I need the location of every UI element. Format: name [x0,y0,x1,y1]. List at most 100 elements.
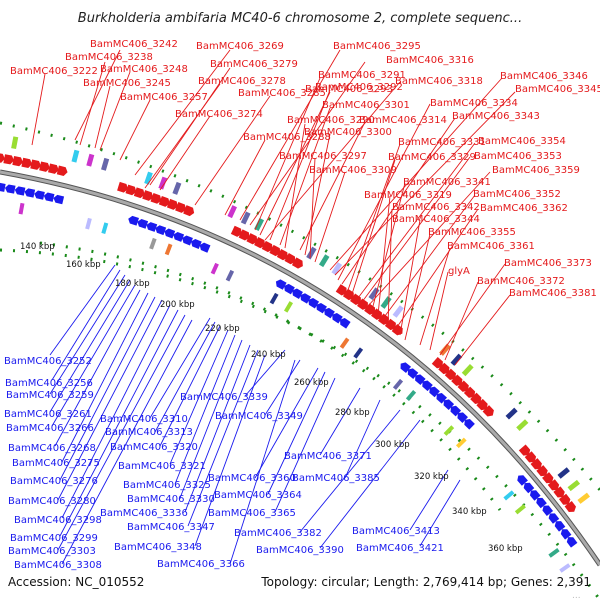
gene-label[interactable]: BamMC406_3421 [356,543,444,554]
gene-label[interactable]: BamMC406_3364 [214,490,302,501]
gene-label[interactable]: BamMC406_3362 [480,203,568,214]
gene-label[interactable]: BamMC406_3413 [352,526,440,537]
gene-label[interactable]: BamMC406_3256 [5,378,93,389]
gene-label[interactable]: BamMC406_3310 [100,414,188,425]
gene-label[interactable]: BamMC406_3276 [10,476,98,487]
gene-label[interactable]: BamMC406_3346 [500,71,588,82]
feature-block [567,479,581,492]
gene-label[interactable]: BamMC406_3371 [284,451,372,462]
gene-label[interactable]: BamMC406_3348 [114,542,202,553]
gene-label[interactable]: BamMC406_3285 [238,88,326,99]
gene-label[interactable]: BamMC406_3293 [305,84,393,95]
reverse-gene-arrow [146,222,158,232]
forward-gene-arrow [350,293,361,305]
feature-block [353,347,364,359]
gene-label[interactable]: BamMC406_3280 [8,496,96,507]
forward-gene-arrow [133,187,145,199]
gene-label[interactable]: BamMC406_3259 [6,390,94,401]
gene-label[interactable]: BamMC406_3372 [477,276,565,287]
gene-label[interactable]: BamMC406_3349 [215,411,303,422]
gene-label[interactable]: BamMC406_3299 [10,533,98,544]
reverse-gene-arrow [443,399,455,411]
gene-label[interactable]: BamMC406_3295 [333,41,421,52]
gene-label[interactable]: BamMC406_3331 [398,137,486,148]
gene-label[interactable]: BamMC406_3354 [478,136,566,147]
outer-dotted-ring [0,121,600,491]
gene-label[interactable]: BamMC406_3269 [196,41,284,52]
gene-label[interactable]: BamMC406_3373 [504,258,592,269]
gene-label[interactable]: BamMC406_3257 [120,92,208,103]
gene-label[interactable]: BamMC406_3319 [364,190,452,201]
gene-label[interactable]: BamMC406_3359 [492,165,580,176]
gene-label[interactable]: BamMC406_3316 [386,55,474,66]
gene-label[interactable]: BamMC406_3361 [447,241,535,252]
gene-label[interactable]: BamMC406_3292 [315,82,403,93]
gene-label[interactable]: BamMC406_3309 [309,165,397,176]
gene-label[interactable]: BamMC406_3308 [14,560,102,571]
gene-label[interactable]: BamMC406_3314 [359,115,447,126]
tick-label: 200 kbp [160,300,195,310]
gene-label[interactable]: glyA [448,266,470,277]
reverse-gene-arrow [536,497,547,509]
reverse-gene-arrow [300,293,312,304]
gene-label[interactable]: BamMC406_3245 [83,78,171,89]
gene-label[interactable]: BamMC406_3353 [474,151,562,162]
gene-label[interactable]: BamMC406_3345 [515,84,600,95]
gene-label[interactable]: BamMC406_3278 [198,76,286,87]
gene-label[interactable]: BamMC406_3347 [127,522,215,533]
gene-label[interactable]: BamMC406_3339 [180,392,268,403]
forward-gene-arrow [444,368,457,380]
forward-gene-arrow [30,159,41,170]
gene-label[interactable]: BamMC406_3291 [318,70,406,81]
gene-label[interactable]: BamMC406_3343 [452,111,540,122]
gene-label[interactable]: BamMC406_3329 [388,152,476,163]
gene-label[interactable]: BamMC406_3297 [279,151,367,162]
gene-label[interactable]: BamMC406_3300 [304,127,392,138]
gene-label[interactable]: BamMC406_3222 [10,66,98,77]
reverse-gene-arrow [457,412,468,423]
gene-label[interactable]: BamMC406_3318 [395,76,483,87]
gene-label[interactable]: BamMC406_3298 [14,515,102,526]
gene-label[interactable]: BamMC406_3252 [4,356,92,367]
feature-block [164,243,173,256]
gene-label[interactable]: BamMC406_3290 [287,115,375,126]
feature-block [86,153,95,167]
gene-label[interactable]: BamMC406_3325 [123,480,211,491]
gene-label[interactable]: BamMC406_3261 [4,409,92,420]
feature-block [149,237,157,250]
forward-gene-arrow [39,161,50,172]
gene-label[interactable]: BamMC406_3321 [118,461,206,472]
gene-label[interactable]: BamMC406_3342 [392,202,480,213]
gene-label[interactable]: BamMC406_3274 [175,109,263,120]
gene-label[interactable]: BamMC406_3320 [110,442,198,453]
gene-label[interactable]: BamMC406_3275 [12,458,100,469]
gene-label[interactable]: BamMC406_3344 [392,214,480,225]
gene-label[interactable]: BamMC406_3242 [90,39,178,50]
backbone-ring [0,170,600,566]
gene-label[interactable]: BamMC406_3303 [8,546,96,557]
reverse-gene-arrow [529,490,541,501]
gene-label[interactable]: BamMC406_3288 [243,132,331,143]
gene-label[interactable]: BamMC406_3268 [8,443,96,454]
gene-label[interactable]: BamMC406_3330 [127,494,215,505]
gene-label[interactable]: BamMC406_3366 [157,559,245,570]
gene-label[interactable]: BamMC406_3266 [6,423,94,434]
gene-label[interactable]: BamMC406_3382 [234,528,322,539]
gene-label[interactable]: BamMC406_3336 [100,508,188,519]
gene-label[interactable]: BamMC406_3279 [210,59,298,70]
gene-label[interactable]: BamMC406_3365 [208,508,296,519]
gene-label[interactable]: BamMC406_3355 [428,227,516,238]
gene-label[interactable]: BamMC406_3381 [509,288,597,299]
feature-block [101,157,110,171]
gene-label[interactable]: BamMC406_3313 [105,427,193,438]
gene-label[interactable]: BamMC406_3334 [430,98,518,109]
gene-label[interactable]: BamMC406_3341 [403,177,491,188]
gene-label[interactable]: BamMC406_3301 [322,100,410,111]
gene-label[interactable]: BamMC406_3390 [256,545,344,556]
gene-label[interactable]: BamMC406_3238 [65,52,153,63]
gene-label[interactable]: BamMC406_3248 [100,64,188,75]
gene-label[interactable]: BamMC406_3360 [208,473,296,484]
gene-label[interactable]: BamMC406_3385 [292,473,380,484]
gene-label[interactable]: BamMC406_3352 [473,189,561,200]
feature-block [269,292,279,305]
